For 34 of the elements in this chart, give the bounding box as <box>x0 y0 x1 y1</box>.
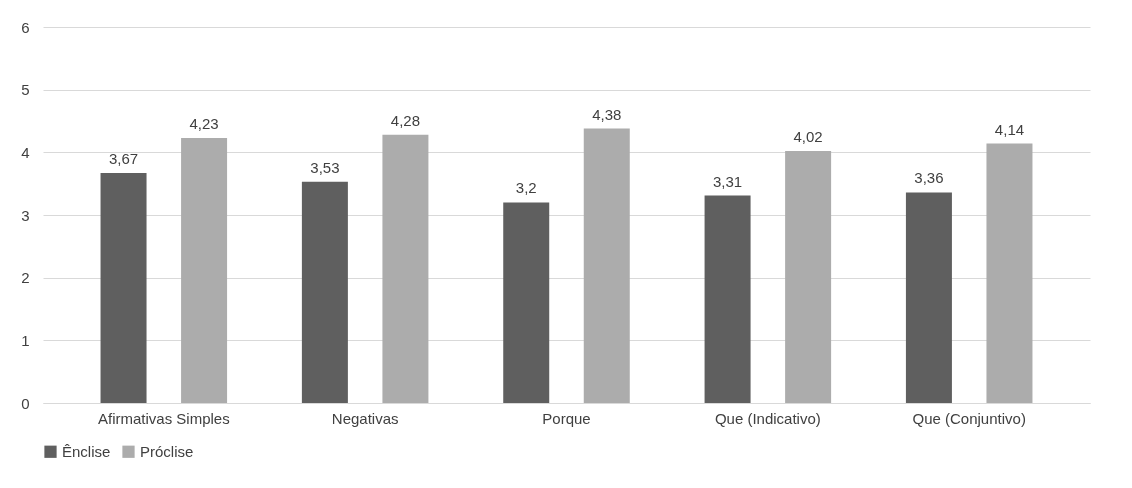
y-tick-label: 3 <box>21 206 30 224</box>
legend-label: Próclise <box>140 442 194 460</box>
data-label: 4,23 <box>189 114 219 132</box>
bar <box>785 151 832 403</box>
data-label: 4,14 <box>994 120 1025 138</box>
data-label: 3,31 <box>712 172 743 190</box>
data-label: 3,2 <box>515 179 537 197</box>
x-tick-label: Que (Indicativo) <box>714 409 821 427</box>
bar <box>503 202 550 403</box>
x-tick-label: Negativas <box>331 409 399 427</box>
bar <box>583 128 630 403</box>
y-tick-label: 6 <box>21 18 30 36</box>
data-label: 3,36 <box>914 169 944 187</box>
y-tick-label: 0 <box>21 394 30 412</box>
data-label: 3,67 <box>108 150 139 168</box>
bar <box>301 181 348 403</box>
bar <box>986 143 1033 403</box>
bar <box>181 137 228 403</box>
x-tick-label: Porque <box>542 409 591 427</box>
bar <box>905 192 952 403</box>
bar <box>382 134 429 403</box>
y-tick-label: 1 <box>21 331 30 349</box>
bar <box>100 173 147 403</box>
y-tick-label: 5 <box>21 81 30 99</box>
data-label: 4,02 <box>793 128 823 146</box>
data-label: 4,28 <box>390 111 421 129</box>
y-tick-label: 4 <box>21 143 30 161</box>
legend-label: Ênclise <box>62 442 111 460</box>
x-tick-label: Que (Conjuntivo) <box>912 409 1026 427</box>
data-label: 3,53 <box>310 158 340 176</box>
x-tick-label: Afirmativas Simples <box>97 409 230 427</box>
bar <box>704 195 751 403</box>
data-label: 4,38 <box>592 105 622 123</box>
y-tick-label: 2 <box>21 269 30 287</box>
